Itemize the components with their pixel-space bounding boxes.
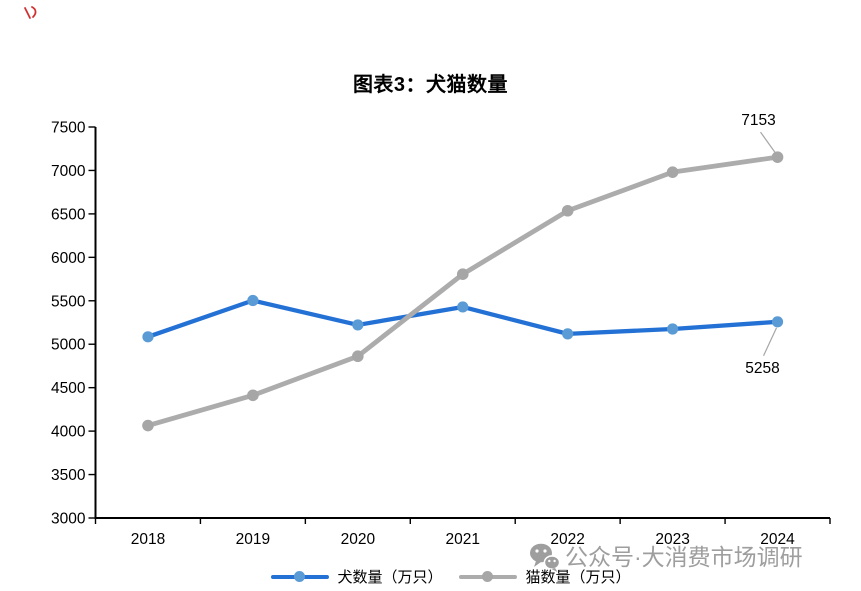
- chart-legend: 犬数量（万只） 猫数量（万只）: [270, 566, 631, 587]
- watermark-text: 公众号·大消费市场调研: [565, 544, 803, 570]
- y-tick-label: 5500: [51, 293, 86, 310]
- dog-marker: [352, 319, 364, 331]
- legend-item-dogs: 犬数量（万只）: [270, 566, 443, 587]
- cat-marker: [352, 350, 364, 363]
- dog-marker: [247, 294, 259, 307]
- y-tick-label: 4500: [51, 380, 86, 397]
- y-tick-label: 7000: [51, 163, 86, 180]
- dog-marker: [771, 316, 784, 328]
- y-tick-label: 3000: [51, 511, 86, 528]
- chart-title: 图表3：犬猫数量: [352, 74, 509, 96]
- legend-label-dogs: 犬数量（万只）: [337, 570, 443, 586]
- dog-marker: [457, 301, 469, 313]
- y-tick-label: 6500: [51, 206, 86, 223]
- cat-end-label: 7153: [741, 112, 775, 129]
- cat-marker: [666, 166, 679, 178]
- y-tick-label: 3500: [51, 467, 86, 484]
- y-tick-label: 4000: [51, 424, 86, 441]
- dog-marker-swatch: [293, 571, 305, 582]
- cat-marker: [247, 389, 259, 402]
- wechat-icon: [530, 543, 560, 572]
- dog-marker: [142, 331, 154, 343]
- dog-series-swatch: [270, 571, 329, 583]
- y-tick-label: 5000: [51, 337, 86, 354]
- cat-marker-swatch: [481, 571, 493, 582]
- x-tick-label: 2018: [131, 531, 165, 548]
- x-tick-label: 2023: [655, 531, 689, 548]
- cat-series-swatch: [458, 571, 517, 583]
- cat-marker: [561, 204, 574, 217]
- cat-marker: [456, 268, 469, 280]
- cat-marker: [771, 151, 784, 163]
- watermark: 公众号·大消费市场调研: [529, 542, 803, 573]
- legend-item-cats: 猫数量（万只）: [458, 566, 631, 587]
- dog-marker: [562, 328, 574, 340]
- y-tick-label: 6000: [51, 250, 86, 267]
- leader-line: [760, 131, 777, 154]
- x-tick-label: 2019: [236, 531, 270, 548]
- dog-end-label: 5258: [745, 360, 779, 377]
- cat-marker: [142, 419, 154, 432]
- x-tick-label: 2024: [760, 531, 795, 548]
- red-scribble-mark: [24, 6, 37, 19]
- x-tick-label: 2020: [341, 531, 376, 548]
- cat-series-line: [147, 154, 778, 428]
- axis-spines: [94, 127, 830, 519]
- x-tick-label: 2021: [446, 531, 480, 548]
- dog-marker: [667, 323, 679, 335]
- x-tick-label: 2022: [550, 531, 584, 548]
- legend-label-cats: 猫数量（万只）: [525, 570, 631, 586]
- y-tick-label: 7500: [51, 120, 86, 137]
- leader-line: [762, 327, 778, 357]
